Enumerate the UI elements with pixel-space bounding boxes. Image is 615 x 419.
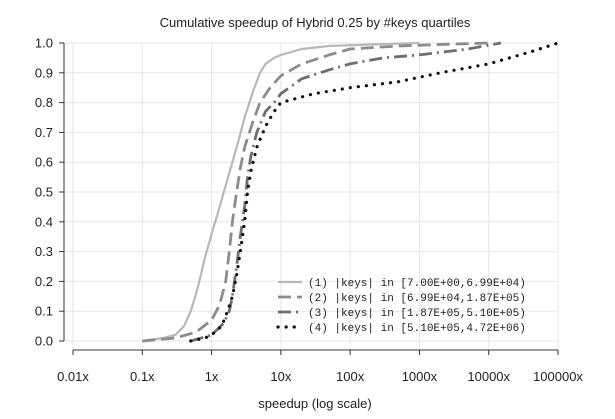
y-tick-label: 0.6 <box>35 155 53 170</box>
x-tick-label: 0.1x <box>130 369 155 384</box>
axes: 0.0 0.1 0.2 0.3 0.4 0.5 0.6 0.7 0.8 0.9 1.0 0.01x 0.… <box>35 36 584 385</box>
x-tick-label: 10000x <box>467 369 510 384</box>
x-axis-label: speedup (log scale) <box>258 396 371 411</box>
chart-title: Cumulative speedup of Hybrid 0.25 by #ke… <box>160 15 471 30</box>
series-line-1 <box>142 41 420 343</box>
legend-label-3: (3) |keys| in [1.87E+05,5.10E+05) <box>308 308 526 320</box>
y-tick-label: 1.0 <box>35 36 53 51</box>
y-tick-label: 0.8 <box>35 95 53 110</box>
y-tick-label: 0.3 <box>35 244 53 259</box>
y-tick-label: 0.0 <box>35 334 53 349</box>
series-group <box>142 41 560 343</box>
legend-label-1: (1) |keys| in [7.00E+00,6.99E+04) <box>308 278 526 290</box>
y-tick-label: 0.7 <box>35 125 53 140</box>
x-tick-label: 100000x <box>533 369 583 384</box>
y-tick-label: 0.2 <box>35 274 53 289</box>
y-tick-label: 0.1 <box>35 304 53 319</box>
legend: (1) |keys| in [7.00E+00,6.99E+04) (2) |ke… <box>276 278 526 335</box>
x-tick-label: 100x <box>336 369 365 384</box>
x-tick-label: 10x <box>270 369 291 384</box>
x-tick-label: 1x <box>205 369 219 384</box>
series-line-2 <box>142 41 489 343</box>
legend-label-2: (2) |keys| in [6.99E+04,1.87E+05) <box>308 293 526 305</box>
y-tick-label: 0.9 <box>35 65 53 80</box>
x-tick-label: 1000x <box>402 369 438 384</box>
y-tick-label: 0.4 <box>35 214 53 229</box>
y-tick-label: 0.5 <box>35 185 53 200</box>
x-tick-label: 0.01x <box>57 369 89 384</box>
grid <box>64 42 559 350</box>
legend-label-4: (4) |keys| in [5.10E+05,4.72E+06) <box>308 323 526 335</box>
